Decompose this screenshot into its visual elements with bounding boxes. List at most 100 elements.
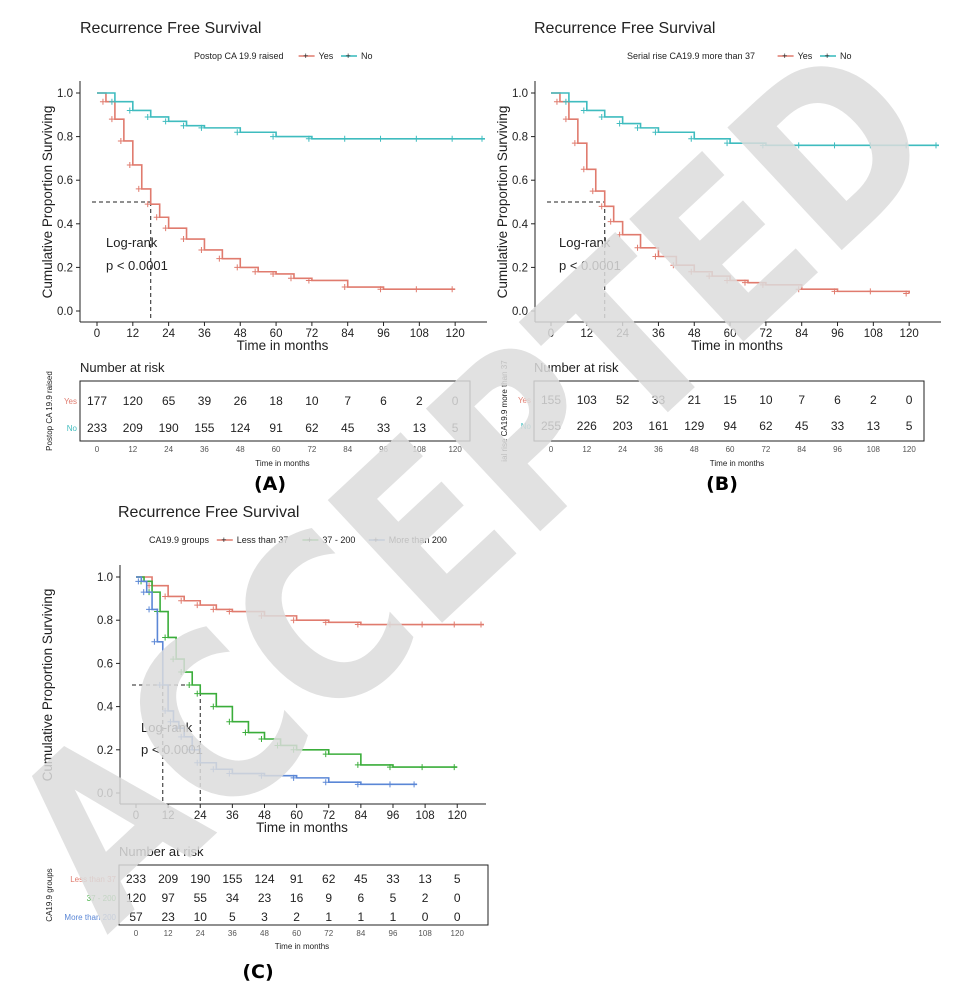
censor-mark (210, 703, 217, 710)
censor-mark (162, 707, 169, 714)
censor-mark (290, 774, 297, 781)
y-tick-label: 0.2 (57, 262, 73, 274)
risk-x-axis-title: Time in months (255, 459, 309, 468)
censor-mark (180, 122, 187, 129)
censor-mark (108, 98, 115, 105)
risk-cell: 62 (305, 421, 319, 435)
censor-mark (419, 621, 426, 628)
censor-mark (670, 262, 677, 269)
risk-cell: 62 (322, 872, 336, 886)
risk-x-tick-label: 36 (654, 445, 663, 454)
censor-mark (571, 140, 578, 147)
risk-cell: 45 (354, 872, 368, 886)
risk-cell: 33 (652, 393, 666, 407)
legend-entry-1: Yes (319, 51, 334, 61)
risk-cell: 233 (87, 421, 107, 435)
risk-cell: 52 (616, 393, 630, 407)
legend-censor-icon: + (346, 51, 351, 61)
x-tick-label: 12 (580, 328, 593, 340)
x-tick-label: 72 (759, 328, 772, 340)
accepted-watermark: ACCEPTED (0, 0, 972, 976)
risk-cell: 33 (831, 419, 845, 433)
censor-mark (688, 135, 695, 142)
x-tick-label: 120 (900, 328, 919, 340)
risk-cell: 15 (723, 393, 737, 407)
risk-row-label: More than 200 (64, 913, 116, 922)
censor-mark (341, 135, 348, 142)
censor-mark (759, 142, 766, 149)
x-tick-label: 36 (198, 328, 211, 340)
risk-cell: 45 (795, 419, 809, 433)
risk-table-box (79, 380, 471, 442)
risk-x-tick-label: 12 (582, 445, 591, 454)
logrank-label: Log-rank (141, 720, 193, 735)
risk-x-tick-label: 0 (95, 445, 100, 454)
legend-title: Serial rise CA19.9 more than 37 (627, 51, 755, 61)
censor-mark (274, 742, 281, 749)
censor-mark (258, 772, 265, 779)
legend-entry-2: No (361, 51, 373, 61)
risk-cell: 13 (867, 419, 881, 433)
risk-cell: 5 (390, 891, 397, 905)
censor-mark (226, 770, 233, 777)
censor-mark (616, 231, 623, 238)
censor-mark (354, 621, 361, 628)
risk-cell: 9 (325, 891, 332, 905)
censor-mark (933, 142, 939, 149)
x-tick-label: 96 (377, 328, 390, 340)
censor-mark (741, 279, 748, 286)
risk-cell: 233 (126, 872, 146, 886)
survival-curve-1 (551, 92, 910, 294)
risk-row-label: 37 - 200 (87, 894, 117, 903)
censor-mark (126, 107, 133, 114)
risk-cell: 209 (123, 421, 143, 435)
censor-mark (178, 733, 185, 740)
censor-mark (226, 718, 233, 725)
censor-mark (144, 113, 151, 120)
censor-mark (386, 781, 393, 788)
censor-mark (419, 764, 426, 771)
censor-mark (198, 124, 205, 131)
legend-entry-2: 37 - 200 (322, 535, 355, 545)
risk-cell: 5 (452, 421, 459, 435)
risk-x-tick-label: 36 (200, 445, 209, 454)
risk-table-header: Number at risk (119, 844, 204, 859)
risk-cell: 94 (723, 419, 737, 433)
risk-cell: 2 (416, 394, 423, 408)
risk-x-tick-label: 72 (324, 929, 333, 938)
censor-mark (607, 218, 614, 225)
y-tick-label: 0.4 (57, 219, 74, 231)
y-tick-label: 0.0 (97, 788, 113, 800)
censor-mark (795, 142, 802, 149)
censor-mark (252, 268, 259, 275)
x-tick-label: 24 (162, 328, 175, 340)
risk-x-tick-label: 48 (260, 929, 269, 938)
censor-mark (242, 729, 249, 736)
risk-cell: 155 (222, 872, 242, 886)
x-axis-title: Time in months (691, 338, 783, 353)
risk-cell: 65 (162, 394, 176, 408)
censor-mark (589, 188, 596, 195)
risk-cell: 190 (159, 421, 179, 435)
censor-mark (135, 185, 142, 192)
censor-mark (108, 116, 115, 123)
censor-mark (903, 142, 910, 149)
censor-mark (580, 107, 587, 114)
censor-mark (322, 619, 329, 626)
y-tick-label: 0.0 (512, 306, 528, 318)
chart-title: Recurrence Free Survival (534, 20, 715, 37)
censor-mark (354, 781, 361, 788)
x-tick-label: 108 (864, 328, 883, 340)
risk-cell: 26 (234, 394, 248, 408)
risk-x-tick-label: 24 (618, 445, 627, 454)
chart-panel-2: Recurrence Free Survival Serial rise CA19… (495, 20, 941, 495)
y-tick-label: 0.6 (97, 658, 113, 670)
censor-mark (162, 593, 169, 600)
panel-label: (B) (706, 473, 738, 495)
y-tick-label: 1.0 (512, 88, 528, 100)
risk-table-header: Number at risk (80, 360, 165, 375)
risk-x-axis-title: Time in months (710, 459, 764, 468)
risk-x-tick-label: 24 (164, 445, 173, 454)
risk-cell: 7 (344, 394, 351, 408)
